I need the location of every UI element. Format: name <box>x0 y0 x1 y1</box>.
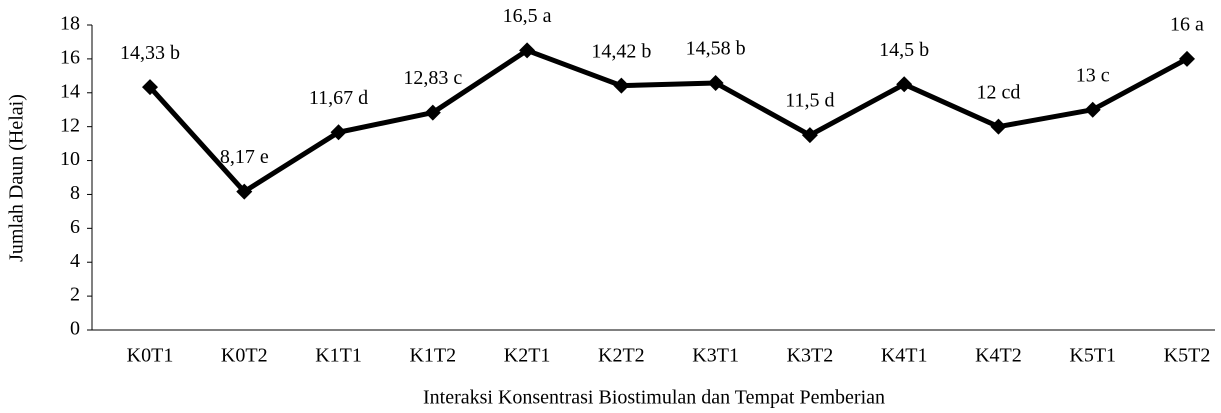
marker <box>236 183 253 200</box>
data-label: 16,5 a <box>503 5 552 27</box>
marker <box>424 104 441 121</box>
y-axis-title: Jumlah Daun (Helai) <box>6 94 28 262</box>
x-tick-label: K5T1 <box>1069 345 1116 367</box>
marker <box>142 79 158 96</box>
x-tick-label: K4T1 <box>881 345 928 367</box>
y-tick-label: 12 <box>60 114 80 136</box>
y-tick-label: 10 <box>60 148 80 170</box>
data-line <box>148 47 1189 195</box>
marker <box>1179 50 1195 67</box>
x-tick-label: K0T1 <box>127 345 174 367</box>
y-tick-label: 4 <box>70 250 80 272</box>
y-tick-label: 2 <box>70 284 80 306</box>
x-axis-title: Interaksi Konsentrasi Biostimulan dan Te… <box>423 387 885 409</box>
x-tick-label: K2T2 <box>598 345 645 367</box>
data-label: 14,33 b <box>120 42 180 64</box>
x-tick-label: K5T2 <box>1164 345 1211 367</box>
data-label: 11,5 d <box>785 90 834 112</box>
marker <box>990 118 1007 135</box>
marker <box>519 42 536 59</box>
x-tick-label: K4T2 <box>975 345 1022 367</box>
x-tick-label: K3T1 <box>692 345 739 367</box>
data-label: 13 c <box>1076 64 1110 86</box>
marker <box>1084 101 1101 118</box>
marker <box>330 124 347 141</box>
x-tick-label: K1T2 <box>409 345 456 367</box>
data-label: 14,5 b <box>879 39 929 61</box>
y-tick-label: 16 <box>60 46 80 68</box>
y-tick-label: 14 <box>60 80 80 102</box>
y-tick-label: 6 <box>70 216 80 238</box>
data-label: 8,17 e <box>220 146 269 168</box>
marker <box>801 127 818 144</box>
marker <box>707 74 724 91</box>
x-tick-label: K1T1 <box>315 345 362 367</box>
data-label: 12,83 c <box>403 67 462 89</box>
y-tick-label: 8 <box>70 182 80 204</box>
y-tick-label: 0 <box>70 318 80 340</box>
data-label: 11,67 d <box>309 87 368 109</box>
marker <box>896 76 913 93</box>
data-label: 14,58 b <box>686 38 746 60</box>
x-tick-label: K3T2 <box>787 345 834 367</box>
x-tick-label: K2T1 <box>504 345 551 367</box>
y-tick-label: 18 <box>60 13 80 35</box>
marker <box>613 77 630 94</box>
data-label: 14,42 b <box>591 40 651 62</box>
data-label: 12 cd <box>977 81 1021 103</box>
data-label: 16 a <box>1170 13 1204 35</box>
x-tick-label: K0T2 <box>221 345 268 367</box>
